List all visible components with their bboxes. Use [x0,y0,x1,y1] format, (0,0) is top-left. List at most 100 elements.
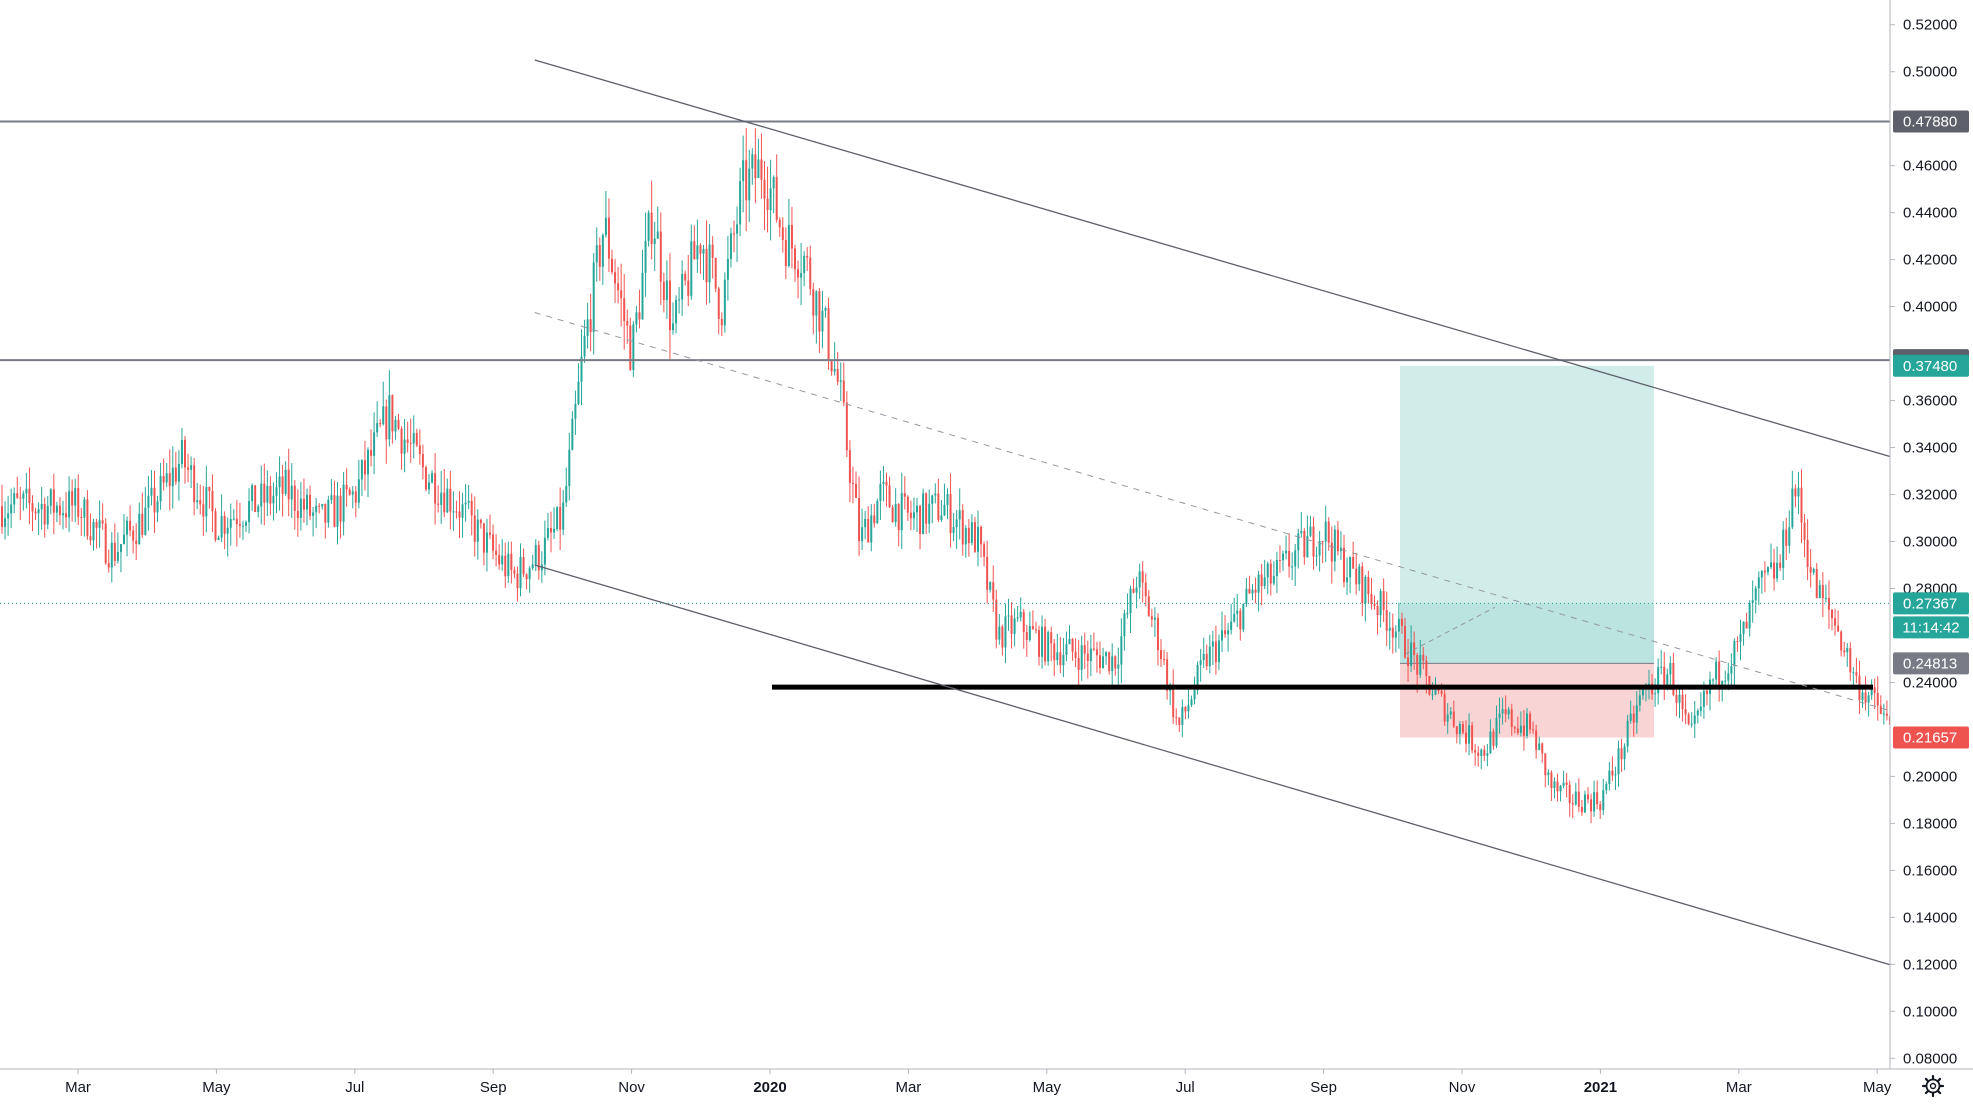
time-tick-label: Sep [480,1079,507,1096]
candle [1699,692,1702,717]
entry-price-badge: 0.24813 [1893,652,1969,675]
time-tick-label: Mar [895,1079,921,1096]
candle [1709,671,1711,711]
candle [113,523,116,567]
candle [135,523,138,560]
candle [58,497,61,526]
price-tick-label: 0.20000 [1903,768,1957,785]
candle [1617,740,1620,787]
channel-lower-line[interactable] [534,564,1973,1063]
candle [1852,667,1855,688]
candle [510,541,513,584]
candle [1831,609,1833,631]
candle [1330,526,1333,584]
candle [1224,615,1227,638]
candle [864,510,867,540]
candle [1797,471,1800,515]
candle [251,483,254,511]
candle [211,474,214,533]
time-tick-label: May [1033,1079,1062,1096]
candle [406,421,409,453]
candle [1385,591,1388,647]
candle [574,390,577,435]
candle [330,479,333,504]
candle [1059,636,1062,674]
candle [1452,700,1455,729]
candle [443,469,446,518]
candle [1160,639,1162,667]
candle [794,244,796,282]
candle [909,500,912,531]
candle [1233,597,1236,623]
candle [922,488,925,535]
candle [848,440,851,503]
time-tick-label: Nov [618,1079,645,1096]
candle [1202,637,1205,668]
time-tick-label: 2020 [753,1079,786,1096]
candle [421,444,424,480]
candle [1693,701,1696,739]
candle [1855,657,1858,684]
candle [1739,619,1742,661]
candle [415,428,418,448]
settings-gear-icon[interactable] [1921,1074,1945,1098]
candle [1501,697,1504,725]
candle [1837,610,1840,632]
candle [1404,617,1406,659]
candle [733,220,735,253]
price-tick-label: 0.42000 [1903,252,1957,269]
candle [193,458,196,516]
candle [1419,640,1422,679]
candle [104,518,107,565]
position-zones [1400,365,1654,738]
candle [1809,549,1812,588]
candle [458,491,461,538]
candle [1751,580,1754,623]
candle [1361,562,1364,617]
candle [1227,622,1230,652]
candle [1834,608,1837,636]
candle [299,482,302,531]
candle [424,465,427,492]
candle [1465,720,1467,753]
candle [1144,573,1147,607]
price-tick-label: 0.14000 [1903,909,1957,926]
candle [13,487,16,514]
candle [1504,695,1507,723]
candle [306,488,308,526]
candle [55,501,58,523]
mini-trend-line[interactable] [1404,606,1496,655]
candle [1873,678,1876,709]
candle [1034,621,1037,634]
candle [702,244,705,280]
candle [1696,708,1699,724]
candle [440,471,443,524]
candle [354,486,357,518]
candle [1346,557,1349,595]
candle [123,514,125,545]
candle [644,212,647,297]
channel-upper-line[interactable] [534,59,1973,882]
candle [1041,615,1044,669]
candle [919,504,922,550]
candle [1562,770,1565,789]
candle [467,484,470,510]
candle [1336,521,1339,556]
candle [293,480,296,530]
candle [672,302,674,335]
candle [65,492,68,528]
candle [769,159,772,241]
candle [492,524,495,560]
candle [1199,649,1202,682]
candle [888,476,891,508]
time-axis: Mar May Jul Sep Nov 2020 Mar May Jul Sep Nov 2021 Ma… [0,1068,1973,1100]
candle [690,224,693,300]
candle [1715,657,1718,688]
candle [95,518,98,549]
candle [1355,552,1358,595]
candle [790,206,793,269]
candle [495,534,498,567]
candle [1587,787,1589,804]
candle [1596,780,1599,810]
